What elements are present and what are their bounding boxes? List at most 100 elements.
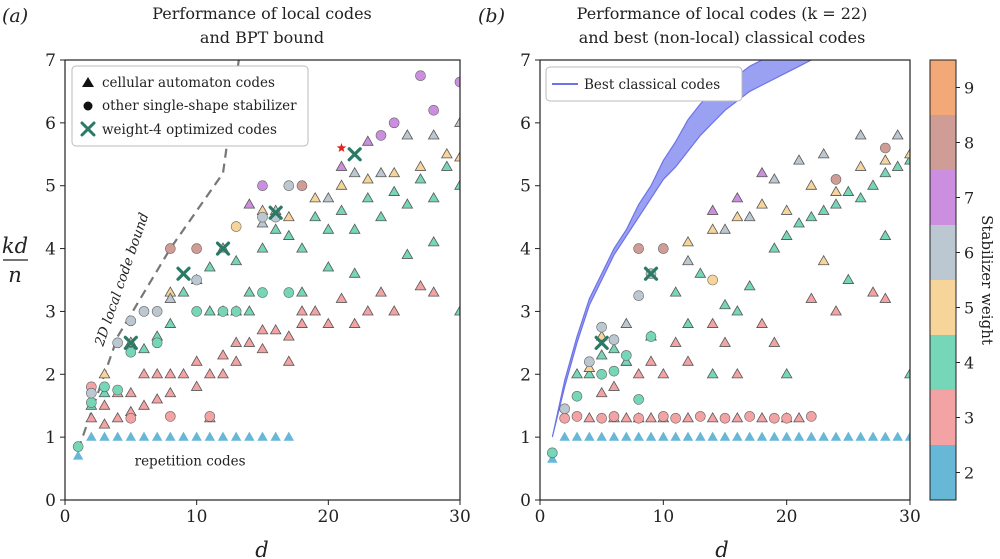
y-tick-label-a-7: 7 <box>45 51 56 71</box>
point-a-1-27 <box>282 355 295 366</box>
plot-area-a <box>72 60 460 460</box>
point-a-13-0 <box>336 143 347 152</box>
point-a-2-3 <box>204 411 216 422</box>
point-b-2-4 <box>633 412 644 424</box>
point-a-1-33 <box>348 317 361 328</box>
point-a-1-22 <box>243 336 256 347</box>
point-a-3-23 <box>388 185 401 196</box>
point-b-2-10 <box>769 412 780 424</box>
point-b-7-1 <box>682 254 694 266</box>
point-b-0-14 <box>719 431 731 441</box>
point-a-8-0 <box>86 387 97 399</box>
point-b-5-7 <box>830 185 842 196</box>
point-a-3-6 <box>177 286 190 297</box>
point-a-9-2 <box>361 135 374 146</box>
series-a-10 <box>257 70 460 192</box>
point-a-12-4 <box>347 147 362 162</box>
title-b-line1: Performance of local codes (k = 22) <box>577 4 868 23</box>
panel-b: 0 10 20 30 0 1 2 3 4 5 6 7 Best classical codes <box>520 51 921 527</box>
point-b-1-7 <box>706 411 719 423</box>
point-b-3-1 <box>583 367 596 379</box>
point-a-3-25 <box>414 173 427 184</box>
point-b-1-22 <box>731 367 744 379</box>
legend-circle-icon <box>83 101 93 111</box>
point-a-3-1 <box>98 386 111 398</box>
axes-frame-a <box>64 59 461 501</box>
y-tick-label-b-2: 2 <box>520 365 531 385</box>
series-b-11 <box>594 266 659 350</box>
legend-a-box <box>71 65 309 147</box>
point-a-10-0 <box>257 180 268 192</box>
point-b-10-0 <box>633 243 644 254</box>
point-b-2-9 <box>744 411 755 422</box>
point-b-0-20 <box>793 431 805 441</box>
point-a-3-36 <box>322 261 335 272</box>
point-b-1-19 <box>682 355 694 366</box>
point-b-4-0 <box>547 447 558 459</box>
colorbar-segment-3 <box>930 390 956 445</box>
point-b-3-3 <box>608 342 620 354</box>
point-b-4-4 <box>621 350 632 361</box>
point-b-3-8 <box>719 298 731 310</box>
point-a-0-3 <box>112 431 123 441</box>
point-a-3-5 <box>164 317 177 328</box>
series-a-6 <box>230 221 242 232</box>
point-b-3-4 <box>620 355 633 366</box>
point-b-1-12 <box>595 386 608 398</box>
point-a-5-4 <box>282 210 295 222</box>
point-b-1-11 <box>793 411 805 423</box>
point-b-2-12 <box>806 411 817 422</box>
point-a-1-5 <box>124 386 137 398</box>
point-a-3-32 <box>401 248 414 259</box>
point-a-1-15 <box>190 380 203 391</box>
x-tick-label-b-30: 30 <box>899 507 921 527</box>
point-b-0-25 <box>855 431 866 441</box>
point-a-7-4 <box>348 166 361 178</box>
point-a-10-3 <box>415 70 426 82</box>
y-tick-label-b-5: 5 <box>520 177 531 197</box>
point-b-0-18 <box>769 431 780 441</box>
panel-label-b: (b) <box>478 5 505 27</box>
point-a-1-12 <box>164 386 177 398</box>
point-b-1-0 <box>583 411 596 423</box>
point-b-0-8 <box>645 431 657 441</box>
point-b-5-3 <box>731 210 744 222</box>
x-tick-label-a-30: 30 <box>449 507 471 527</box>
point-b-2-0 <box>559 412 570 424</box>
point-b-0-27 <box>880 431 891 441</box>
point-b-0-24 <box>843 431 854 441</box>
point-a-3-30 <box>296 286 308 297</box>
point-b-2-3 <box>608 411 620 422</box>
y-tick-label-b-4: 4 <box>520 240 531 260</box>
colorbar-tick-label-7: 7 <box>964 189 974 208</box>
series-a-13 <box>336 143 347 152</box>
legend-a-entry-1: other single-shape stabilizer <box>102 98 297 114</box>
point-b-1-17 <box>657 367 670 379</box>
y-tick-label-b-0: 0 <box>520 491 531 511</box>
point-b-1-8 <box>731 411 744 423</box>
point-b-1-21 <box>719 336 731 347</box>
series-a-8 <box>86 180 295 399</box>
colorbar-segment-2 <box>930 445 956 500</box>
y-tick-label-b-1: 1 <box>520 428 531 448</box>
point-a-1-9 <box>151 367 164 379</box>
point-a-4-4 <box>125 346 137 358</box>
point-a-5-8 <box>388 166 401 178</box>
point-b-3-28 <box>904 367 910 379</box>
series-a-4 <box>72 287 295 452</box>
plot-area-b <box>547 60 910 463</box>
point-a-4-6 <box>191 306 202 317</box>
point-a-4-3 <box>112 384 123 396</box>
point-a-3-11 <box>230 254 243 266</box>
point-a-10-1 <box>375 130 387 141</box>
point-a-8-1 <box>112 337 123 349</box>
point-a-0-9 <box>191 431 202 441</box>
point-a-11-1 <box>191 243 202 254</box>
annotation-repetition-codes: repetition codes <box>135 453 246 469</box>
point-b-3-13 <box>805 210 818 222</box>
point-b-2-2 <box>596 412 607 424</box>
colorbar-segment-9 <box>930 60 956 115</box>
point-a-1-10 <box>151 393 164 404</box>
point-a-7-3 <box>322 191 335 203</box>
point-b-5-0 <box>583 361 596 372</box>
